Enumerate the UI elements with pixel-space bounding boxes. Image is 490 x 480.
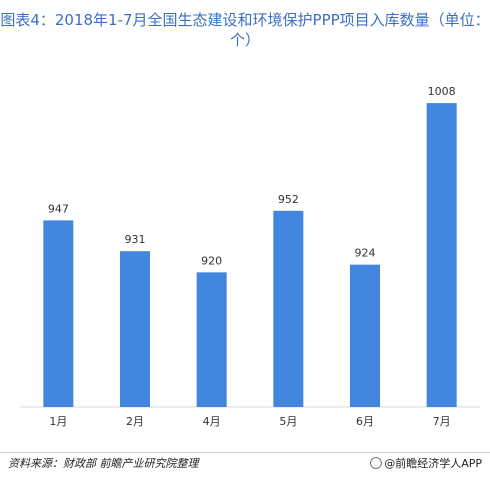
bar-2月 <box>120 251 150 407</box>
value-label: 1008 <box>428 85 456 98</box>
category-label: 2月 <box>126 415 144 428</box>
category-label: 6月 <box>356 415 374 428</box>
brand-logo-icon <box>370 457 383 469</box>
footer-divider <box>0 452 490 453</box>
brand-text: @前瞻经济学人APP <box>384 457 482 470</box>
brand-label: @前瞻经济学人APP <box>370 455 482 471</box>
value-label: 931 <box>125 233 146 246</box>
bar-5月 <box>273 210 304 407</box>
bar-1月 <box>43 220 74 407</box>
bar-6月 <box>350 264 380 407</box>
value-label: 924 <box>355 247 376 260</box>
source-note: 资料来源：财政部 前瞻产业研究院整理 <box>8 457 199 470</box>
chart-title: 图表4：2018年1-7月全国生态建设和环境保护PPP项目入库数量（单位：个） <box>0 11 490 49</box>
category-label: 4月 <box>203 415 221 428</box>
category-label: 7月 <box>433 415 451 428</box>
value-label: 920 <box>201 254 222 267</box>
bar-4月 <box>196 272 227 407</box>
bar-chart: 947 1月 931 2月 920 4月 952 5月 924 6月 1008 7月 <box>20 85 480 428</box>
value-label: 952 <box>278 193 299 206</box>
bar-7月 <box>426 103 457 408</box>
bars-group: 947 1月 931 2月 920 4月 952 5月 924 6月 1008 7月 <box>43 85 457 428</box>
category-label: 5月 <box>279 415 297 428</box>
value-label: 947 <box>48 202 69 215</box>
category-label: 1月 <box>49 415 67 428</box>
